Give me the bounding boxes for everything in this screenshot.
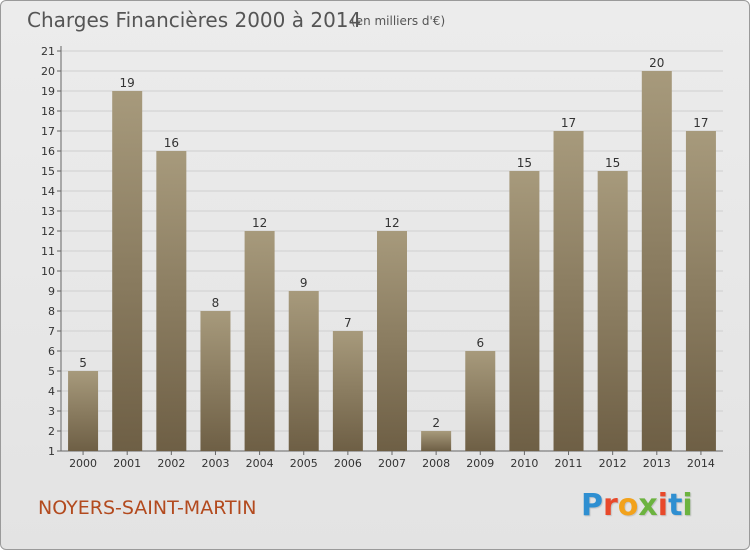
bars [68,71,716,451]
value-label-2001: 19 [120,76,135,90]
x-tick-label-2003: 2003 [201,457,229,470]
logo-letter: x [638,488,658,523]
logo-letter: t [668,488,683,523]
bar-2013 [641,71,672,451]
bar-2000 [68,371,99,451]
logo-letter: i [657,488,669,523]
logo-letter: r [603,488,618,523]
value-label-2013: 20 [649,56,664,70]
chart-title: Charges Financières 2000 à 2014 [27,8,362,32]
bar-2006 [332,331,363,451]
value-label-2000: 5 [79,356,87,370]
y-tick-label: 14 [41,185,55,198]
value-label-2002: 16 [164,136,179,150]
value-label-2010: 15 [517,156,532,170]
y-tick-label: 18 [41,105,55,118]
y-tick-label: 5 [48,365,55,378]
labels: 1234567891011121314151617181920215200019… [41,45,715,470]
logo-letter: i [682,488,693,523]
y-tick-label: 8 [48,305,55,318]
x-tick-label-2013: 2013 [643,457,671,470]
y-tick-label: 12 [41,225,55,238]
x-tick-label-2010: 2010 [510,457,538,470]
y-tick-label: 15 [41,165,55,178]
x-tick-label-2011: 2011 [555,457,583,470]
x-tick-label-2001: 2001 [113,457,141,470]
y-tick-label: 10 [41,265,55,278]
value-label-2007: 12 [384,216,399,230]
x-tick-label-2006: 2006 [334,457,362,470]
value-label-2012: 15 [605,156,620,170]
value-label-2006: 7 [344,316,352,330]
value-label-2004: 12 [252,216,267,230]
x-tick-label-2014: 2014 [687,457,715,470]
chart-unit: (en milliers d'€) [351,14,446,28]
x-tick-label-2004: 2004 [246,457,274,470]
bar-2002 [156,151,187,451]
bar-2008 [421,431,452,451]
bar-2012 [597,171,628,451]
y-tick-label: 9 [48,285,55,298]
bar-2007 [377,231,407,451]
y-tick-label: 21 [41,45,55,58]
x-tick-label-2007: 2007 [378,457,406,470]
bar-2001 [112,91,143,451]
bar-2011 [553,131,584,451]
y-tick-label: 6 [48,345,55,358]
value-label-2003: 8 [212,296,220,310]
bar-2004 [244,231,275,451]
value-label-2008: 2 [432,416,440,430]
proxiti-logo[interactable]: Proxiti [581,488,693,523]
bar-2005 [288,291,319,451]
y-tick-label: 3 [48,405,55,418]
y-tick-label: 16 [41,145,55,158]
y-tick-label: 4 [48,385,55,398]
commune-name: NOYERS-SAINT-MARTIN [38,497,257,519]
y-tick-label: 11 [41,245,55,258]
y-tick-label: 19 [41,85,55,98]
x-tick-label-2012: 2012 [599,457,627,470]
logo-letter: o [617,488,639,523]
y-tick-label: 17 [41,125,55,138]
y-tick-label: 13 [41,205,55,218]
x-tick-label-2000: 2000 [69,457,97,470]
value-label-2005: 9 [300,276,308,290]
x-tick-label-2008: 2008 [422,457,450,470]
value-label-2014: 17 [693,116,708,130]
bar-2009 [465,351,496,451]
x-tick-label-2005: 2005 [290,457,318,470]
value-label-2009: 6 [476,336,484,350]
y-tick-label: 1 [48,445,55,458]
bar-2003 [200,311,231,451]
x-tick-label-2002: 2002 [157,457,185,470]
x-tick-label-2009: 2009 [466,457,494,470]
bar-2014 [685,131,716,451]
bar-2010 [509,171,540,451]
value-label-2011: 17 [561,116,576,130]
logo-letter: P [581,488,603,523]
y-tick-label: 7 [48,325,55,338]
y-tick-label: 2 [48,425,55,438]
y-tick-label: 20 [41,65,55,78]
